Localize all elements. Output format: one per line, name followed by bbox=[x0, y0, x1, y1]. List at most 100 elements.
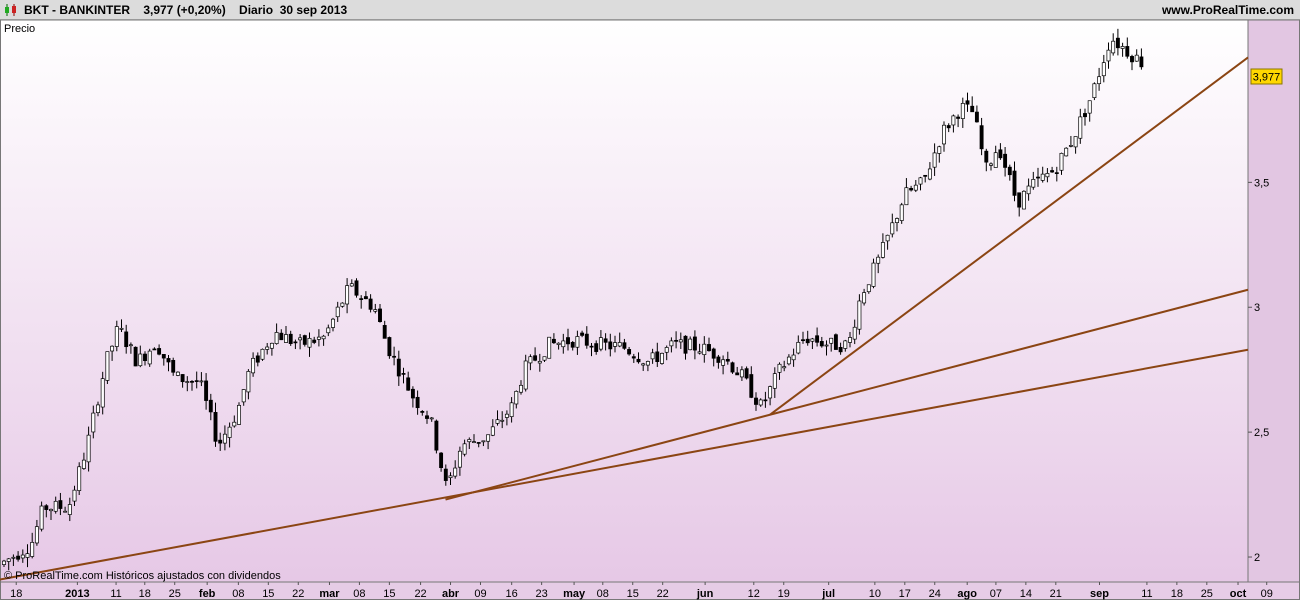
candle-down bbox=[735, 372, 740, 376]
candle-up bbox=[457, 450, 462, 468]
candle-up bbox=[481, 440, 486, 443]
candle-down bbox=[279, 332, 284, 341]
candle-up bbox=[222, 433, 227, 444]
candle-up bbox=[340, 302, 345, 307]
candle-down bbox=[946, 125, 951, 129]
candle-down bbox=[293, 341, 298, 344]
candle-down bbox=[744, 368, 749, 379]
x-tick-label: 09 bbox=[474, 588, 486, 600]
candle-up bbox=[1078, 116, 1083, 139]
candle-up bbox=[128, 344, 133, 347]
candle-down bbox=[16, 555, 21, 560]
candle-down bbox=[965, 100, 970, 105]
candle-up bbox=[942, 124, 946, 145]
footer-note: © ProRealTime.com Históricos ajustados c… bbox=[4, 570, 281, 582]
candle-up bbox=[260, 348, 265, 360]
x-tick-label: 09 bbox=[1261, 588, 1273, 600]
x-tick-label: 14 bbox=[1020, 588, 1032, 600]
x-tick-label: 22 bbox=[414, 588, 426, 600]
x-tick-label: 23 bbox=[536, 588, 548, 600]
candle-up bbox=[598, 337, 603, 350]
candle-up bbox=[857, 300, 862, 330]
candle-down bbox=[979, 125, 984, 150]
candle-up bbox=[316, 336, 321, 340]
candle-down bbox=[533, 355, 538, 361]
candle-down bbox=[171, 360, 176, 373]
x-tick-label: 18 bbox=[139, 588, 151, 600]
candle-down bbox=[1054, 172, 1059, 174]
candle-down bbox=[44, 505, 49, 510]
candle-up bbox=[1097, 76, 1102, 85]
candle-down bbox=[725, 358, 730, 362]
candle-up bbox=[848, 337, 852, 343]
candle-up bbox=[227, 426, 232, 438]
panel-label: Precio bbox=[4, 23, 35, 35]
x-tick-label: jul bbox=[821, 588, 835, 600]
candle-up bbox=[537, 360, 542, 364]
x-tick-label: 18 bbox=[1171, 588, 1183, 600]
candle-up bbox=[1026, 185, 1031, 195]
y-tick-label: 2 bbox=[1254, 552, 1260, 564]
candle-up bbox=[876, 256, 881, 264]
x-tick-label: 15 bbox=[627, 588, 639, 600]
last-price-box bbox=[1250, 68, 1283, 85]
site-link[interactable]: www.ProRealTime.com bbox=[1161, 3, 1294, 17]
candle-up bbox=[504, 413, 509, 418]
candle-up bbox=[1021, 190, 1026, 210]
candle-up bbox=[500, 419, 505, 422]
candle-down bbox=[805, 338, 810, 344]
candle-up bbox=[641, 363, 646, 366]
candle-up bbox=[561, 340, 566, 348]
candle-up bbox=[490, 426, 495, 436]
candle-down bbox=[956, 116, 961, 119]
candle-down bbox=[608, 341, 613, 350]
candle-up bbox=[664, 347, 669, 353]
candlestick-series bbox=[2, 28, 1144, 571]
candle-up bbox=[660, 352, 664, 364]
candle-down bbox=[180, 374, 185, 383]
candle-up bbox=[960, 103, 965, 119]
candle-up bbox=[265, 346, 270, 350]
candle-down bbox=[970, 105, 975, 113]
candle-down bbox=[716, 356, 721, 363]
candle-down bbox=[589, 345, 594, 348]
x-tick-label: 11 bbox=[110, 588, 121, 600]
candle-down bbox=[1083, 113, 1087, 118]
candle-down bbox=[312, 339, 317, 343]
candle-up bbox=[1073, 136, 1078, 148]
candle-up bbox=[284, 334, 288, 343]
candle-up bbox=[880, 242, 885, 258]
candle-up bbox=[913, 184, 918, 191]
candle-up bbox=[6, 558, 11, 562]
candle-down bbox=[711, 348, 716, 359]
candle-down bbox=[133, 346, 138, 367]
candle-up bbox=[67, 504, 72, 515]
candle-up bbox=[63, 510, 68, 513]
candle-down bbox=[302, 335, 307, 345]
candle-up bbox=[989, 163, 993, 166]
candle-up bbox=[1106, 49, 1111, 62]
candle-up bbox=[739, 369, 744, 378]
candle-down bbox=[443, 468, 448, 481]
candle-up bbox=[843, 340, 848, 349]
candle-down bbox=[434, 420, 439, 451]
candle-up bbox=[852, 326, 857, 340]
candle-up bbox=[429, 417, 434, 420]
candle-up bbox=[91, 412, 96, 433]
candle-down bbox=[1003, 153, 1008, 168]
candle-up bbox=[448, 475, 453, 479]
instrument-title: BKT - BANKINTER 3,977 (+0,20%) Diario 30… bbox=[24, 3, 348, 17]
y-tick-label: 2,5 bbox=[1254, 427, 1269, 439]
candle-down bbox=[420, 410, 425, 413]
candle-down bbox=[415, 396, 420, 409]
candle-down bbox=[1012, 170, 1017, 196]
candle-up bbox=[185, 381, 190, 383]
candle-up bbox=[885, 234, 890, 242]
candle-up bbox=[617, 342, 622, 347]
candle-up bbox=[467, 439, 472, 443]
candle-up bbox=[1101, 62, 1106, 77]
candle-up bbox=[1064, 147, 1069, 157]
candle-up bbox=[25, 553, 30, 558]
candle-down bbox=[603, 338, 608, 343]
